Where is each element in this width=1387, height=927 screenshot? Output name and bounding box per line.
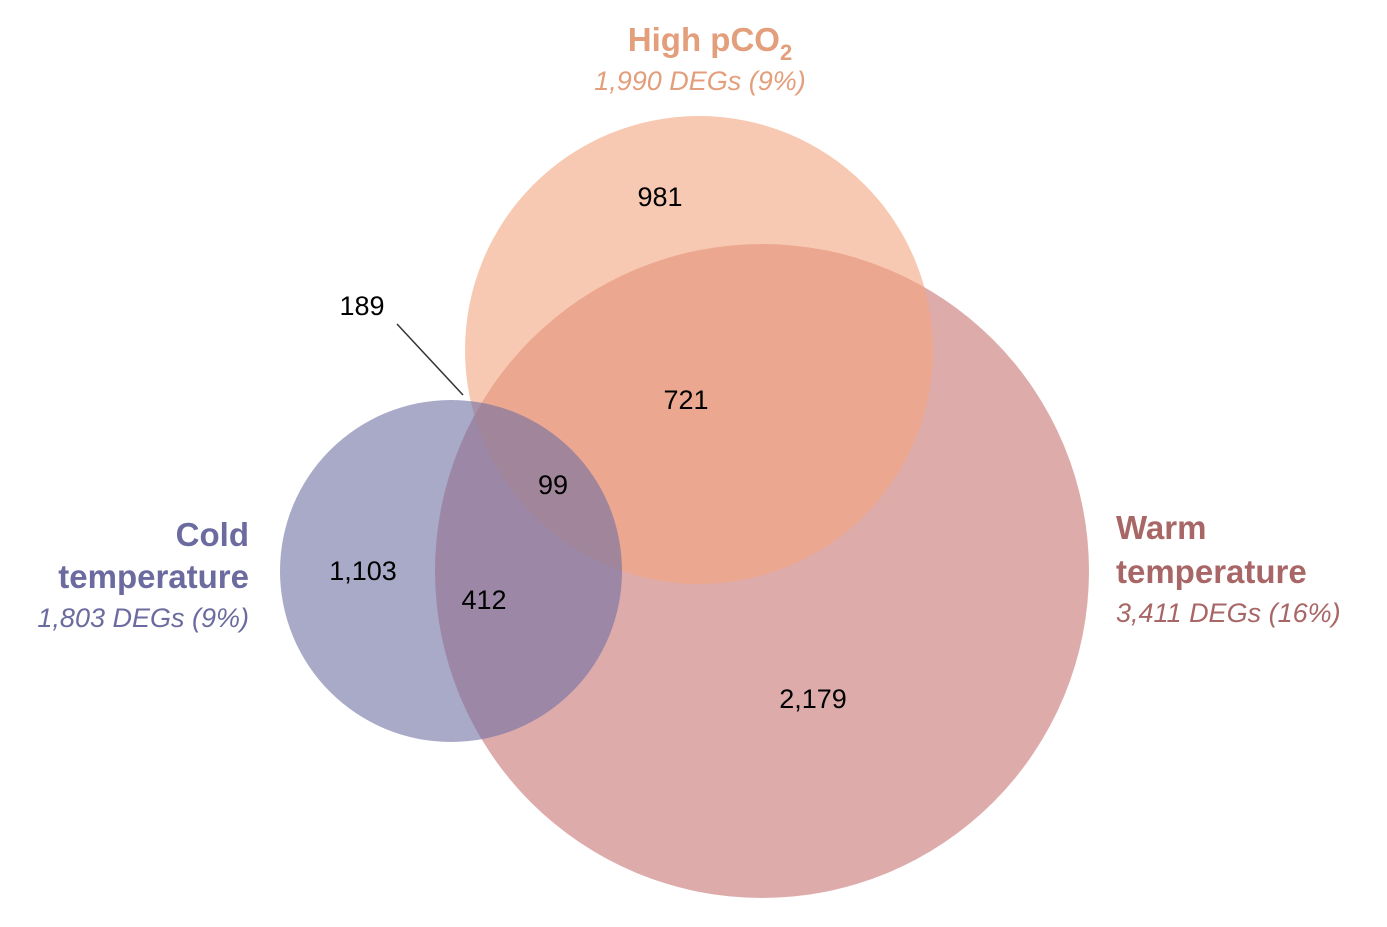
warm-title-line1: Warm <box>1116 509 1206 546</box>
region-cold-only: 1,103 <box>329 556 397 586</box>
cold-title-line1: Cold <box>176 516 249 553</box>
region-all-three: 99 <box>538 470 568 500</box>
cold-count: 1,803 DEGs (9%) <box>37 603 249 633</box>
cold-title-line2: temperature <box>58 558 249 595</box>
high-pco2-count: 1,990 DEGs (9%) <box>594 66 806 96</box>
region-warm-only: 2,179 <box>779 684 847 714</box>
warm-title-line2: temperature <box>1116 553 1307 590</box>
leader-line-189 <box>396 323 464 396</box>
warm-count: 3,411 DEGs (16%) <box>1116 598 1341 628</box>
region-cold-warm: 412 <box>461 585 506 615</box>
high-pco2-title-subscript: 2 <box>780 40 792 65</box>
cold-temperature-circle <box>280 400 622 742</box>
region-cold-pco2: 189 <box>339 291 384 321</box>
high-pco2-title-main: High pCO <box>628 21 780 58</box>
high-pco2-title: High pCO2 <box>628 21 792 65</box>
region-pco2-warm: 721 <box>663 385 708 415</box>
region-pco2-only: 981 <box>637 182 682 212</box>
